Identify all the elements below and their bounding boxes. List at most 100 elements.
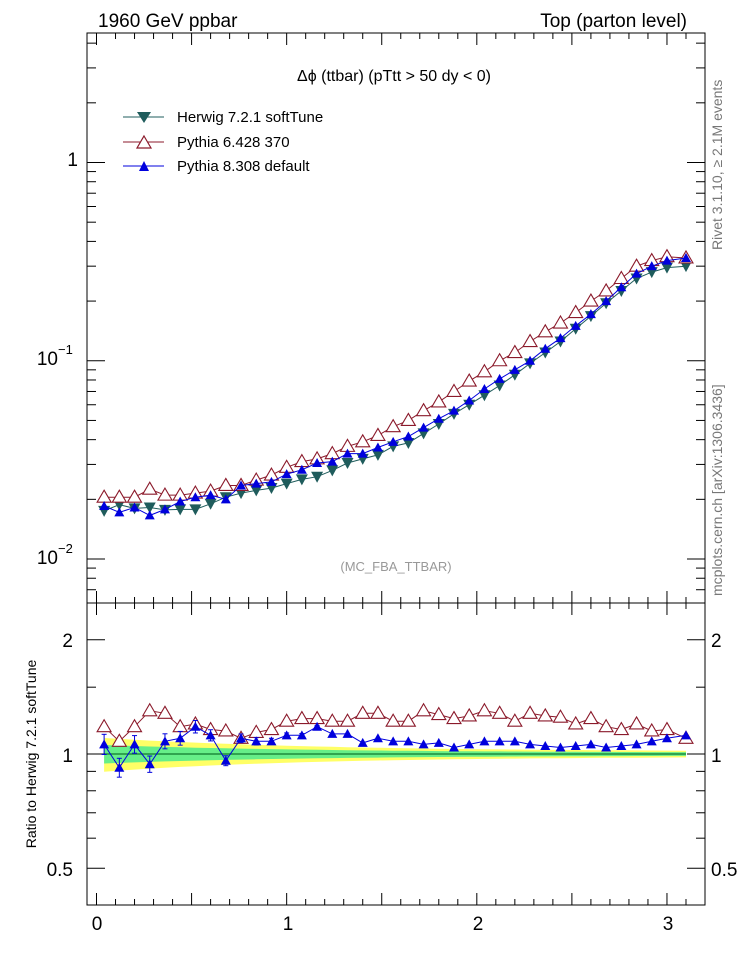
ratio-point-1 [159, 736, 170, 746]
ratio-point-1 [494, 736, 505, 746]
data-point-0 [311, 471, 324, 483]
ratio-ytick-1-right: 1 [711, 746, 722, 767]
ratio-point-0 [598, 718, 615, 733]
ratio-point-0 [537, 707, 554, 722]
xtick-1: 1 [283, 914, 294, 935]
ratio-point-1 [236, 733, 247, 743]
ratio-point-1 [616, 740, 627, 750]
data-point-2 [631, 268, 642, 278]
ratio-point-0 [339, 713, 356, 727]
ratio-ytick-0.5-right: 0.5 [711, 860, 737, 881]
data-point-1 [369, 427, 386, 442]
ratio-point-0 [278, 713, 295, 727]
mcplots-reference-label: mcplots.cern.ch [arXiv:1306.3436] [709, 384, 725, 596]
ratio-point-0 [324, 713, 341, 727]
data-point-0 [493, 380, 506, 392]
ratio-point-0 [415, 702, 432, 717]
data-point-0 [326, 465, 339, 477]
data-point-2 [342, 448, 353, 458]
data-point-0 [189, 504, 202, 516]
ratio-point-1 [114, 762, 125, 772]
data-point-1 [217, 477, 234, 491]
data-point-1 [598, 282, 615, 297]
triangle-up-open-marker-icon [135, 134, 153, 149]
main-ytick-0.1-exp: −1 [58, 342, 73, 357]
triangle-down-marker-icon [137, 112, 151, 123]
data-point-1 [476, 363, 493, 378]
legend-entry-pythia8: Pythia 8.308 default [123, 158, 310, 175]
ratio-ytick-2-right: 2 [711, 631, 722, 652]
ratio-plot-ticks [87, 603, 705, 905]
ratio-point-0 [461, 707, 478, 722]
data-point-1 [506, 344, 523, 359]
ratio-point-0 [400, 713, 417, 727]
header-right: Top (parton level) [540, 11, 687, 32]
ratio-point-1 [509, 736, 520, 746]
data-point-1 [111, 489, 128, 503]
data-point-2 [144, 510, 155, 520]
ratio-point-0 [628, 715, 645, 730]
data-point-0 [660, 262, 673, 274]
data-point-2 [281, 469, 292, 479]
data-point-2 [494, 373, 505, 383]
data-point-1 [126, 489, 143, 503]
triangle-up-marker-icon [139, 161, 149, 171]
ratio-point-0 [217, 722, 234, 737]
data-point-0 [280, 478, 293, 490]
analysis-watermark: (MC_FBA_TTBAR) [340, 559, 451, 574]
data-point-2 [220, 494, 231, 504]
data-point-0 [679, 261, 692, 273]
ratio-point-1 [418, 739, 429, 749]
data-point-1 [567, 304, 584, 319]
ratio-point-0 [126, 718, 143, 733]
ratio-point-1 [555, 742, 566, 752]
data-point-2 [236, 480, 247, 490]
ratio-ytick-1-left: 1 [62, 746, 73, 767]
main-plot-ticks [87, 33, 705, 604]
data-point-2 [372, 442, 383, 452]
ratio-point-0 [141, 702, 158, 717]
data-point-2 [251, 478, 262, 488]
data-point-2 [357, 448, 368, 458]
data-point-1 [537, 323, 554, 338]
data-point-1 [400, 412, 417, 426]
ratio-point-0 [552, 709, 569, 723]
legend-label-pythia6: Pythia 6.428 370 [177, 134, 290, 151]
data-point-2 [114, 507, 125, 517]
data-point-1 [96, 489, 113, 503]
ratio-point-0 [111, 733, 128, 747]
data-point-1 [385, 418, 402, 433]
data-point-2 [601, 296, 612, 306]
ratio-point-0 [476, 702, 493, 717]
ratio-point-0 [385, 713, 402, 727]
ratio-point-0 [491, 705, 508, 719]
data-point-2 [680, 252, 691, 262]
data-point-2 [448, 405, 459, 415]
ratio-ytick-0.5-left: 0.5 [47, 860, 73, 881]
data-point-1 [582, 292, 599, 307]
ratio-point-1 [388, 736, 399, 746]
ratio-point-0 [369, 705, 386, 719]
data-point-0 [341, 458, 354, 470]
data-point-2 [205, 490, 216, 500]
xtick-2: 2 [473, 914, 484, 935]
data-point-2 [388, 436, 399, 446]
ratio-point-1 [479, 736, 490, 746]
legend: Herwig 7.2.1 softTune Pythia 6.428 370 P… [123, 109, 323, 175]
ratio-point-1 [372, 733, 383, 743]
data-point-2 [129, 502, 140, 512]
ratio-point-1 [661, 733, 672, 743]
ratio-point-0 [293, 710, 310, 725]
ratio-point-1 [327, 728, 338, 738]
data-point-1 [461, 372, 478, 387]
data-point-1 [141, 481, 158, 495]
main-ytick-0.01-exp: −2 [58, 541, 73, 556]
data-point-2 [266, 476, 277, 486]
ratio-point-1 [357, 737, 368, 747]
ratio-point-1 [296, 730, 307, 740]
ratio-point-1 [525, 739, 536, 749]
series-line-0 [103, 265, 687, 512]
ratio-plot-series [96, 702, 694, 778]
data-point-1 [522, 333, 539, 348]
legend-entry-herwig: Herwig 7.2.1 softTune [123, 109, 323, 126]
